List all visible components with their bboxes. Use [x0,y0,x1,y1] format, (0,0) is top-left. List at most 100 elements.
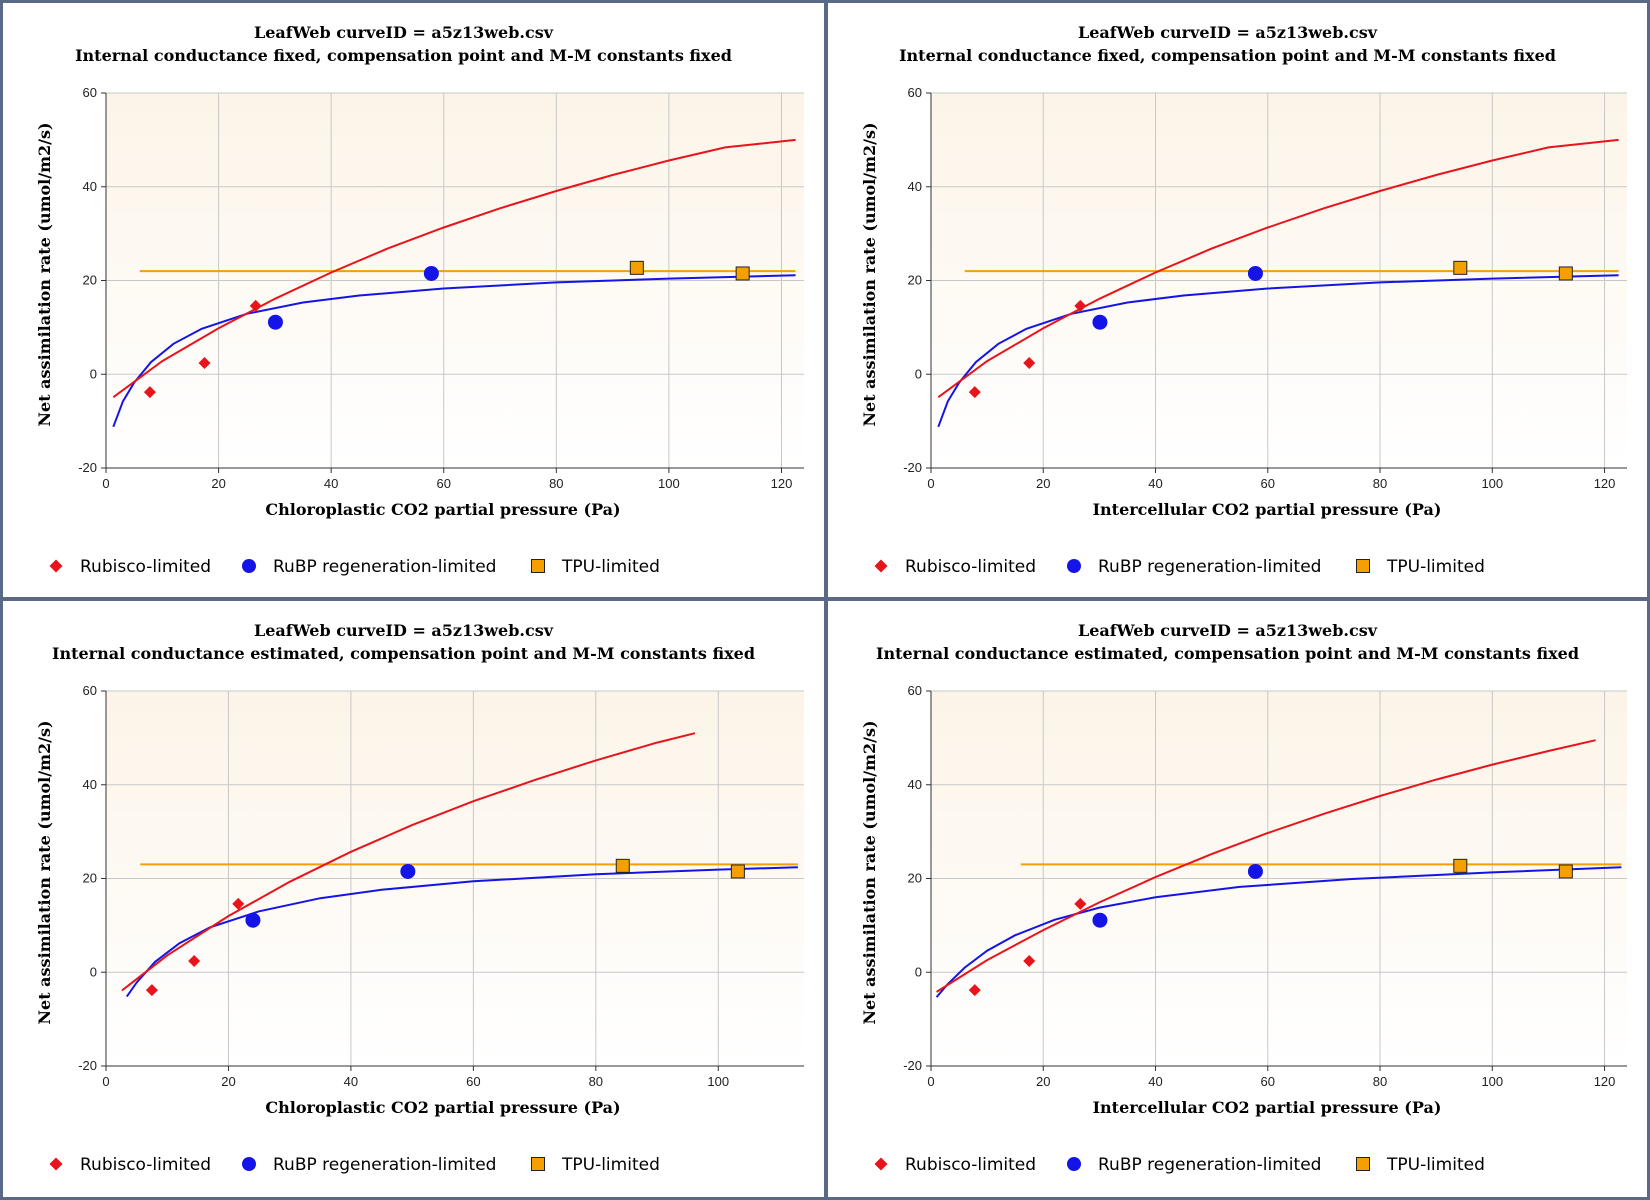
y-tick-label: 40 [83,777,97,792]
legend-label: RuBP regeneration-limited [1098,557,1321,577]
x-tick-label: 20 [1036,1074,1050,1089]
chart-panel-top-right: LeafWeb curveID = a5z13web.csv Internal c… [828,3,1647,597]
x-tick-label: 120 [1594,476,1616,491]
data-point-diamond [198,357,211,369]
y-axis-label: Net assimilation rate (umol/m2/s) [35,720,54,1024]
chart-subtitle: Internal conductance fixed, compensation… [75,46,732,65]
data-point-diamond [143,386,156,399]
data-point-diamond [1074,897,1087,910]
fit-curve-circle [125,866,798,998]
data-point-diamond [1023,955,1036,967]
data-point-circle [242,1157,256,1171]
x-axis-label: Chloroplastic CO2 partial pressure (Pa) [265,500,620,519]
data-point-circle [1067,559,1081,573]
x-tick-label: 120 [1594,1074,1616,1089]
y-tick-label: 60 [908,85,922,100]
x-tick-label: 80 [549,476,563,491]
legend-label: Rubisco-limited [905,557,1036,577]
fit-curve-diamond [936,739,1596,993]
chart-title: LeafWeb curveID = a5z13web.csv [254,23,554,42]
data-point-square [1453,858,1468,873]
fit-curve-diamond [112,138,796,399]
y-tick-label: 0 [915,366,922,381]
chart-subtitle: Internal conductance estimated, compensa… [52,644,755,663]
y-tick-label: 40 [83,179,97,194]
y-tick-label: -20 [78,460,97,475]
data-point-circle [1247,863,1263,879]
chart-subtitle: Internal conductance estimated, compensa… [876,644,1579,663]
chart-svg: LeafWeb curveID = a5z13web.csv Internal c… [860,621,1627,1175]
legend-label: TPU-limited [561,557,660,577]
data-point-square [1356,559,1370,573]
legend-label: TPU-limited [1386,557,1485,577]
fit-curve-diamond [121,732,696,992]
data-point-diamond [874,559,888,573]
y-axis-label: Net assimilation rate (umol/m2/s) [35,122,54,426]
data-point-circle [1247,265,1263,281]
curves-group [121,732,798,998]
data-point-square [735,266,750,281]
y-tick-label: 40 [908,179,922,194]
legend-label: TPU-limited [561,1155,660,1175]
legend-label: RuBP regeneration-limited [1098,1155,1321,1175]
x-tick-label: 40 [324,476,338,491]
y-tick-label: 60 [83,85,97,100]
x-tick-label: 60 [1261,476,1275,491]
data-point-diamond [232,897,245,910]
y-tick-label: 0 [90,964,97,979]
chart-svg: LeafWeb curveID = a5z13web.csv Internal c… [35,23,804,577]
x-tick-label: 0 [927,1074,934,1089]
data-point-square [1558,266,1573,281]
data-point-diamond [874,1157,888,1171]
x-tick-label: 80 [589,1074,603,1089]
y-tick-label: 40 [908,777,922,792]
x-tick-label: 80 [1373,1074,1387,1089]
y-tick-label: -20 [78,1058,97,1073]
x-tick-label: 40 [1148,1074,1162,1089]
x-tick-label: 60 [1261,1074,1275,1089]
legend-label: RuBP regeneration-limited [273,557,496,577]
data-point-square [531,559,545,573]
x-tick-label: 120 [771,476,793,491]
data-point-diamond [188,955,201,967]
x-axis-label: Intercellular CO2 partial pressure (Pa) [1093,1098,1442,1117]
data-point-square [629,260,644,275]
data-point-diamond [249,299,262,312]
x-tick-label: 100 [1481,1074,1503,1089]
data-point-diamond [145,984,158,997]
y-axis-label: Net assimilation rate (umol/m2/s) [860,720,879,1024]
data-point-circle [245,912,261,928]
data-point-diamond [968,984,981,997]
data-point-circle [1092,314,1108,330]
chart-svg: LeafWeb curveID = a5z13web.csv Internal c… [35,621,804,1175]
data-point-circle [1067,1157,1081,1171]
y-tick-label: 0 [90,366,97,381]
legend-label: RuBP regeneration-limited [273,1155,496,1175]
data-point-diamond [1074,299,1087,312]
x-tick-label: 40 [1148,476,1162,491]
chart-panel-bottom-left: LeafWeb curveID = a5z13web.csv Internal c… [3,601,824,1197]
x-tick-label: 20 [211,476,225,491]
data-point-circle [1092,912,1108,928]
legend-label: Rubisco-limited [80,1155,211,1175]
data-point-square [1558,864,1573,879]
curves-group [937,138,1619,428]
x-tick-label: 60 [466,1074,480,1089]
data-point-diamond [968,386,981,399]
fit-curve-diamond [937,138,1619,399]
legend-label: TPU-limited [1386,1155,1485,1175]
x-tick-label: 60 [437,476,451,491]
data-point-circle [423,265,439,281]
x-axis-label: Chloroplastic CO2 partial pressure (Pa) [265,1098,620,1117]
data-point-square [531,1157,545,1171]
y-tick-label: 0 [915,964,922,979]
chart-title: LeafWeb curveID = a5z13web.csv [1078,23,1378,42]
chart-title: LeafWeb curveID = a5z13web.csv [1078,621,1378,640]
y-tick-label: -20 [903,1058,922,1073]
data-point-square [615,858,630,873]
chart-title: LeafWeb curveID = a5z13web.csv [254,621,554,640]
data-point-diamond [49,1157,63,1171]
legend-label: Rubisco-limited [905,1155,1036,1175]
chart-subtitle: Internal conductance fixed, compensation… [899,46,1556,65]
y-tick-label: -20 [903,460,922,475]
